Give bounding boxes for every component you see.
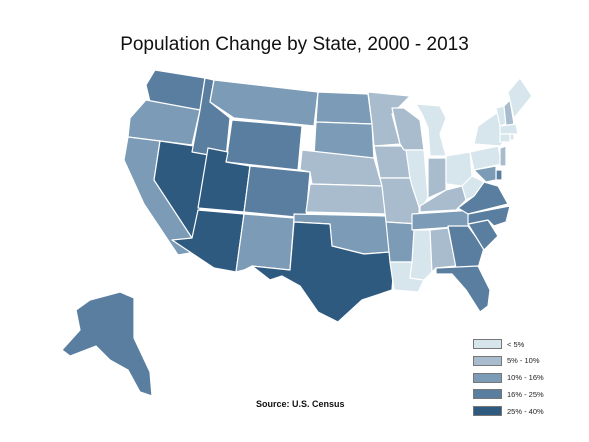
state-NM[interactable] xyxy=(235,213,295,273)
legend-label: 25% - 40% xyxy=(507,406,544,416)
state-WY[interactable] xyxy=(225,119,303,171)
source-note: Source: U.S. Census xyxy=(256,399,345,409)
state-ND[interactable] xyxy=(315,91,373,125)
state-MA[interactable] xyxy=(499,123,519,135)
legend-item: 16% - 25% xyxy=(473,389,583,400)
state-MS[interactable] xyxy=(409,229,433,281)
state-KS[interactable] xyxy=(305,183,387,215)
state-TX[interactable] xyxy=(251,221,395,323)
state-DE[interactable] xyxy=(495,169,503,181)
state-WV[interactable] xyxy=(461,175,485,201)
state-ME[interactable] xyxy=(507,77,533,119)
legend-label: < 5% xyxy=(507,339,525,349)
legend-item: 25% - 40% xyxy=(473,406,583,417)
legend-swatch xyxy=(473,406,502,417)
state-PA[interactable] xyxy=(469,145,503,171)
state-IA[interactable] xyxy=(373,145,411,179)
legend-item: 10% - 16% xyxy=(473,372,583,383)
state-AK[interactable] xyxy=(61,291,153,397)
legend-swatch xyxy=(473,339,502,349)
legend-swatch xyxy=(473,389,502,400)
map-legend: < 5% 5% - 10% 10% - 16% 16% - 25% 25% - … xyxy=(473,339,583,423)
state-CT[interactable] xyxy=(499,133,511,143)
state-CO[interactable] xyxy=(243,165,311,219)
state-FL[interactable] xyxy=(435,265,491,313)
map-title: Population Change by State, 2000 - 2013 xyxy=(120,34,469,55)
legend-swatch xyxy=(473,372,502,383)
legend-label: 5% - 10% xyxy=(507,356,540,366)
legend-item: < 5% xyxy=(473,339,583,349)
legend-swatch xyxy=(473,355,502,366)
state-NC[interactable] xyxy=(467,205,511,227)
state-MD[interactable] xyxy=(473,165,497,183)
legend-label: 16% - 25% xyxy=(507,389,544,399)
legend-item: 5% - 10% xyxy=(473,355,583,366)
legend-label: 10% - 16% xyxy=(507,373,544,383)
state-NJ[interactable] xyxy=(499,145,507,167)
state-MT[interactable] xyxy=(209,79,319,127)
